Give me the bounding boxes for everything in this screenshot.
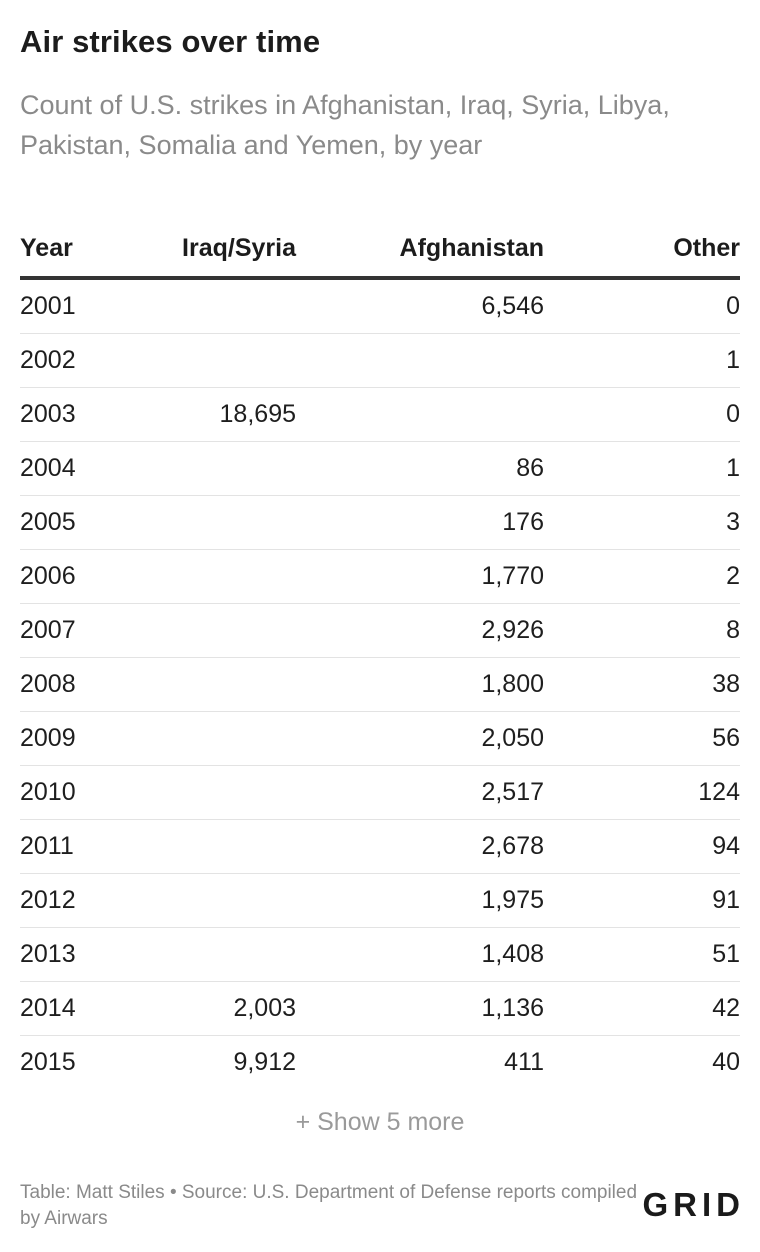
cell-afghanistan: 176 bbox=[296, 495, 544, 550]
cell-afghanistan: 2,926 bbox=[296, 603, 544, 658]
grid-logo: GRID bbox=[642, 1186, 745, 1223]
cell-iraq-syria bbox=[130, 603, 296, 658]
cell-other: 3 bbox=[544, 495, 740, 550]
cell-year: 2006 bbox=[20, 549, 130, 604]
cell-other: 91 bbox=[544, 873, 740, 928]
cell-iraq-syria bbox=[130, 441, 296, 496]
cell-other: 56 bbox=[544, 711, 740, 766]
chart-subtitle: Count of U.S. strikes in Afghanistan, Ir… bbox=[20, 90, 670, 160]
column-header-other[interactable]: Other bbox=[544, 220, 740, 280]
cell-afghanistan: 1,770 bbox=[296, 549, 544, 604]
table-body: 2001 6,546 0 2002 1 2003 18,695 0 2004 86 1 2005 176… bbox=[20, 278, 740, 1089]
cell-afghanistan bbox=[296, 387, 544, 442]
cell-iraq-syria bbox=[130, 819, 296, 874]
cell-afghanistan: 6,546 bbox=[296, 278, 544, 334]
table-row: 2011 2,678 94 bbox=[20, 819, 740, 874]
cell-iraq-syria bbox=[130, 657, 296, 712]
table-row: 2007 2,926 8 bbox=[20, 603, 740, 658]
cell-iraq-syria bbox=[130, 711, 296, 766]
cell-afghanistan: 2,517 bbox=[296, 765, 544, 820]
cell-iraq-syria bbox=[130, 333, 296, 388]
cell-other: 124 bbox=[544, 765, 740, 820]
cell-afghanistan: 1,136 bbox=[296, 981, 544, 1036]
cell-year: 2002 bbox=[20, 333, 130, 388]
column-header-afghanistan[interactable]: Afghanistan bbox=[296, 220, 544, 280]
cell-other: 38 bbox=[544, 657, 740, 712]
cell-afghanistan: 86 bbox=[296, 441, 544, 496]
cell-iraq-syria bbox=[130, 495, 296, 550]
cell-other: 51 bbox=[544, 927, 740, 982]
cell-iraq-syria: 2,003 bbox=[130, 981, 296, 1036]
table-row: 2003 18,695 0 bbox=[20, 387, 740, 442]
cell-other: 94 bbox=[544, 819, 740, 874]
cell-other: 0 bbox=[544, 387, 740, 442]
cell-afghanistan bbox=[296, 333, 544, 388]
table-row: 2015 9,912 411 40 bbox=[20, 1036, 740, 1090]
source-note: Table: Matt Stiles • Source: U.S. Depart… bbox=[20, 1182, 638, 1229]
table-row: 2002 1 bbox=[20, 333, 740, 388]
cell-year: 2007 bbox=[20, 603, 130, 658]
table-row: 2008 1,800 38 bbox=[20, 657, 740, 712]
cell-other: 1 bbox=[544, 441, 740, 496]
cell-iraq-syria bbox=[130, 278, 296, 334]
cell-iraq-syria bbox=[130, 765, 296, 820]
cell-afghanistan: 2,678 bbox=[296, 819, 544, 874]
cell-other: 40 bbox=[712, 1048, 740, 1076]
cell-year: 2012 bbox=[20, 873, 130, 928]
cell-iraq-syria bbox=[130, 873, 296, 928]
cell-year: 2013 bbox=[20, 927, 130, 982]
cell-other: 42 bbox=[544, 981, 740, 1036]
cell-year: 2009 bbox=[20, 711, 130, 766]
cell-afghanistan: 2,050 bbox=[296, 711, 544, 766]
table-row: 2005 176 3 bbox=[20, 495, 740, 550]
column-header-year[interactable]: Year bbox=[20, 220, 130, 280]
cell-other: 8 bbox=[544, 603, 740, 658]
table-row: 2001 6,546 0 bbox=[20, 278, 740, 334]
cell-iraq-syria: 9,912 bbox=[233, 1048, 296, 1076]
cell-afghanistan: 1,975 bbox=[296, 873, 544, 928]
cell-afghanistan: 1,800 bbox=[296, 657, 544, 712]
cell-year: 2014 bbox=[20, 981, 130, 1036]
cell-year: 2010 bbox=[20, 765, 130, 820]
cell-other: 2 bbox=[544, 549, 740, 604]
cell-year: 2001 bbox=[20, 278, 130, 334]
table-row: 2014 2,003 1,136 42 bbox=[20, 981, 740, 1036]
cell-afghanistan: 411 bbox=[504, 1048, 544, 1076]
chart-title: Air strikes over time bbox=[20, 24, 321, 59]
cell-iraq-syria bbox=[130, 549, 296, 604]
cell-afghanistan: 1,408 bbox=[296, 927, 544, 982]
table-row: 2012 1,975 91 bbox=[20, 873, 740, 928]
cell-year: 2011 bbox=[20, 819, 130, 874]
table-row: 2013 1,408 51 bbox=[20, 927, 740, 982]
cell-year: 2005 bbox=[20, 495, 130, 550]
cell-year: 2003 bbox=[20, 387, 130, 442]
cell-year: 2015 bbox=[20, 1048, 76, 1076]
cell-year: 2004 bbox=[20, 441, 130, 496]
show-more-button[interactable]: + Show 5 more bbox=[295, 1108, 465, 1136]
cell-iraq-syria bbox=[130, 927, 296, 982]
data-table: Year Iraq/Syria Afghanistan Other 2001 6,… bbox=[20, 220, 740, 1089]
table-row: 2010 2,517 124 bbox=[20, 765, 740, 820]
table-row: 2006 1,770 2 bbox=[20, 549, 740, 604]
cell-iraq-syria: 18,695 bbox=[130, 387, 296, 442]
table-header-row: Year Iraq/Syria Afghanistan Other bbox=[20, 220, 740, 280]
table-row: 2009 2,050 56 bbox=[20, 711, 740, 766]
cell-other: 1 bbox=[544, 333, 740, 388]
cell-year: 2008 bbox=[20, 657, 130, 712]
table-row: 2004 86 1 bbox=[20, 441, 740, 496]
cell-other: 0 bbox=[544, 278, 740, 334]
column-header-iraq-syria[interactable]: Iraq/Syria bbox=[130, 220, 296, 280]
